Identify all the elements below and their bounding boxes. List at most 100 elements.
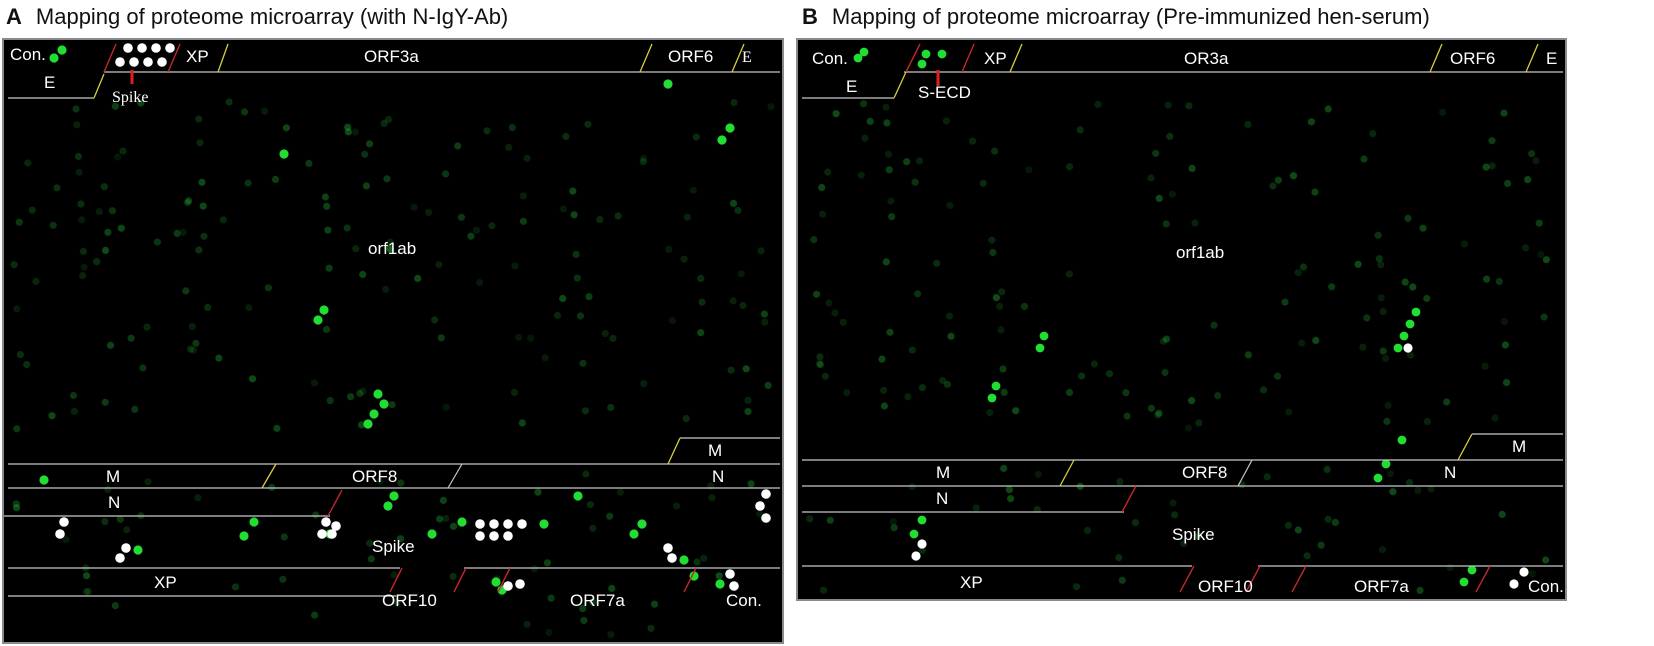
faint-spot <box>947 332 955 340</box>
bright-spot <box>491 577 501 587</box>
faint-spot <box>204 303 212 312</box>
label-n-row: N <box>108 493 120 512</box>
faint-spot <box>1131 519 1140 527</box>
faint-spot <box>1354 260 1362 268</box>
faint-spot <box>1115 554 1123 562</box>
faint-spot <box>431 316 439 324</box>
faint-spot <box>729 297 737 305</box>
faint-spot <box>979 179 987 187</box>
label-orf1ab: orf1ab <box>1176 243 1224 262</box>
faint-spot <box>261 107 269 115</box>
faint-spot <box>1298 339 1306 347</box>
bright-spot <box>1467 565 1477 575</box>
faint-spot <box>767 103 775 111</box>
faint-spot <box>1359 343 1367 351</box>
faint-spot <box>144 478 152 486</box>
faint-spot <box>77 200 85 208</box>
faint-spot <box>582 470 590 478</box>
faint-spot <box>1289 172 1298 180</box>
faint-spot <box>137 99 145 107</box>
faint-spot <box>1000 388 1008 396</box>
bright-spot <box>539 519 549 529</box>
faint-spot <box>106 341 115 349</box>
bright-spot <box>663 79 673 89</box>
faint-spot <box>195 115 203 123</box>
bright-spot <box>1381 459 1391 469</box>
faint-spot <box>698 298 706 306</box>
white-spot <box>115 57 125 67</box>
faint-spot <box>32 277 40 285</box>
faint-spot <box>888 213 896 221</box>
label-xp-top: XP <box>186 47 209 66</box>
faint-spot <box>815 359 823 367</box>
bright-spot <box>363 419 373 429</box>
faint-spot <box>1481 362 1489 370</box>
faint-spot <box>351 128 359 136</box>
faint-spot <box>1263 473 1271 481</box>
faint-spot <box>818 183 826 192</box>
faint-spot <box>757 247 765 255</box>
faint-spot <box>1331 518 1339 526</box>
faint-spot <box>843 389 851 397</box>
white-spot <box>1509 579 1519 589</box>
label-orf6: ORF6 <box>668 47 713 66</box>
faint-spot <box>860 100 868 108</box>
faint-spot <box>73 121 81 129</box>
faint-spot <box>383 175 391 183</box>
faint-spot <box>945 312 954 320</box>
faint-spot <box>111 602 119 610</box>
faint-spot <box>1194 532 1202 540</box>
faint-spot <box>344 128 352 136</box>
faint-spot <box>665 245 673 253</box>
faint-spot <box>1303 552 1311 560</box>
faint-spot <box>1020 302 1029 310</box>
label-orf7a: ORF7a <box>570 591 625 610</box>
faint-spot <box>388 401 396 409</box>
faint-spot <box>543 559 552 567</box>
bright-spot <box>917 515 927 525</box>
faint-spot <box>810 236 818 244</box>
faint-spot <box>739 301 747 310</box>
faint-spot <box>880 386 888 394</box>
white-spot <box>137 43 147 53</box>
faint-spot <box>1405 479 1414 487</box>
faint-spot <box>344 123 352 131</box>
faint-spot <box>1382 354 1390 363</box>
faint-spot <box>519 217 528 225</box>
faint-spot <box>1294 526 1302 534</box>
faint-spot <box>376 477 384 485</box>
faint-spot <box>1504 179 1512 188</box>
faint-spot <box>573 274 581 282</box>
faint-spot <box>1311 188 1319 196</box>
faint-spot <box>1377 261 1385 269</box>
bright-spot <box>1039 331 1049 341</box>
faint-spot <box>918 546 926 554</box>
faint-spot <box>734 206 742 215</box>
faint-spot <box>80 263 88 271</box>
faint-spot <box>356 389 364 397</box>
faint-spot <box>1500 109 1508 117</box>
faint-spot <box>997 326 1005 334</box>
faint-spot <box>697 329 705 337</box>
faint-spot <box>1123 412 1131 420</box>
faint-spot <box>882 258 890 266</box>
faint-spot <box>989 248 997 257</box>
bright-spot <box>937 49 947 59</box>
faint-spot <box>569 187 577 195</box>
faint-spot <box>1419 224 1427 232</box>
bright-spot <box>1405 319 1415 329</box>
faint-spot <box>523 154 531 162</box>
faint-spot <box>1161 368 1169 377</box>
faint-spot <box>886 328 894 336</box>
faint-spot <box>439 496 447 504</box>
faint-spot <box>1171 511 1179 519</box>
faint-spot <box>12 500 20 508</box>
faint-spot <box>323 202 331 210</box>
panel-b-grid-lines <box>802 43 1563 593</box>
faint-spot <box>1164 101 1172 109</box>
faint-spot <box>153 238 161 246</box>
faint-spot <box>1007 495 1015 503</box>
faint-spot <box>682 415 690 423</box>
faint-spot <box>119 147 127 155</box>
faint-spot <box>559 205 568 213</box>
